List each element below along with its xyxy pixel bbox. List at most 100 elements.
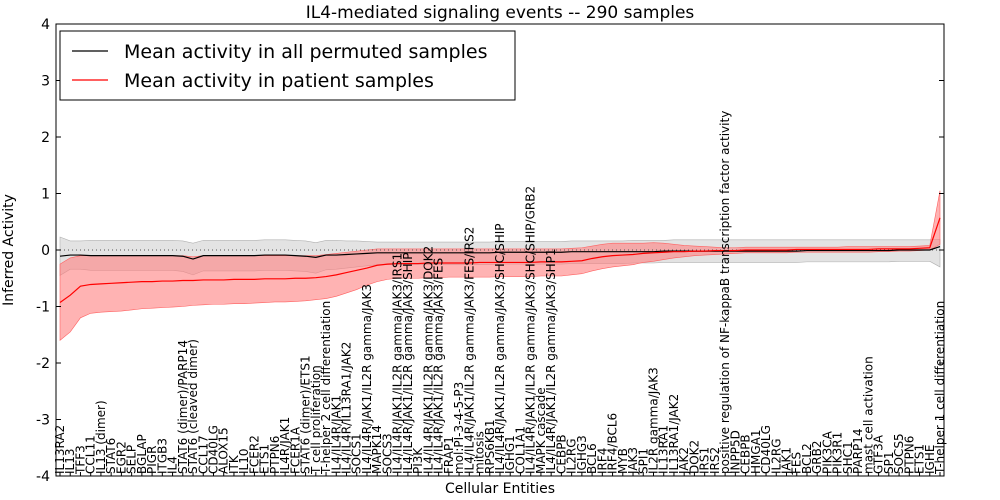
entity-label: JAK3 — [626, 447, 640, 475]
entity-label: PI3K — [411, 447, 425, 474]
y-tick-label: 1 — [41, 187, 50, 203]
legend-label-permuted: Mean activity in all permuted samples — [124, 41, 487, 63]
entity-label: positive regulation of NF-kappaB transcr… — [718, 111, 732, 474]
x-axis-label: Cellular Entities — [445, 481, 555, 497]
entity-label: DOK2 — [687, 440, 701, 474]
entity-label: IL13 (dimer) — [94, 400, 108, 474]
entity-label: IL4/IL4R/JAK1/IL2R gamma/JAK3/FES/IRS2 — [462, 227, 476, 474]
legend-box — [59, 30, 516, 101]
entity-label: IL2RG — [565, 439, 579, 475]
entity-label: FCER1A — [288, 426, 302, 474]
entity-label: IL4/IL4R/JAK1 — [329, 395, 343, 474]
entity-label: IL4/IL4R/JAK1/IL2R gamma/JAK3/SHP1 — [544, 248, 558, 474]
entity-label: mol:PI-3-4-5-P3 — [452, 382, 466, 474]
entity-label: IRF4/BCL6 — [606, 413, 620, 474]
entity-label: IL10 — [237, 449, 251, 475]
entity-label: FRAP1 — [442, 436, 456, 474]
y-tick-label: -4 — [36, 469, 50, 485]
entity-label: T-helper 2 cell differentiation — [319, 301, 333, 475]
entity-label: IL4R/JAK1 — [278, 417, 292, 474]
entity-label: ETS1 — [913, 444, 927, 474]
entity-label: IL2RG — [769, 439, 783, 475]
entity-label: IGHG3 — [575, 435, 589, 474]
entity-label: CCL11 — [84, 435, 98, 474]
entity-label: IGHG1 — [503, 435, 517, 474]
entity-label: IRF4 — [595, 448, 609, 474]
entity-label: T cell proliferation — [309, 365, 323, 475]
patient-band — [59, 190, 941, 342]
entity-label: IL4 — [166, 456, 180, 474]
entity-label: SOCS3 — [380, 433, 394, 474]
entity-label: IRS1 — [698, 447, 712, 474]
entity-label: mast cell activation — [861, 356, 875, 474]
entity-label: CD40LG — [759, 425, 773, 474]
entity-label: IL4/IL4R/JAK1/IL2R gamma/JAK3/SHIP — [401, 253, 415, 474]
y-tick-label: -1 — [36, 300, 50, 316]
entity-label: IL13RA2 — [53, 425, 67, 474]
entity-label: TFF3 — [73, 445, 87, 475]
y-axis-label: Inferred Activity — [1, 194, 17, 306]
entity-label: PIGR — [145, 446, 159, 474]
entity-label: SHC1 — [841, 441, 855, 474]
entity-label: PIK3CA — [820, 430, 834, 474]
entity-label: ETS1 — [258, 444, 272, 474]
entity-label: IGHE — [923, 445, 937, 474]
entity-label: INPP5D — [728, 430, 742, 474]
entity-label: IL4/IL4R/JAK1/IL2R gamma/JAK3/SHC/SHIP/G… — [524, 186, 538, 474]
entity-label: SOCS1 — [350, 433, 364, 474]
entity-label: SOCS5 — [892, 433, 906, 474]
entity-label: CEBPB — [739, 434, 753, 474]
entity-label: EGR2 — [114, 441, 128, 474]
entity-label: BGLAP — [135, 434, 149, 474]
entity-label: IL4/IL4R/IL13RA1/JAK2 — [340, 342, 354, 474]
entity-label: STAT6 (dimer)/PARP14 — [176, 340, 190, 474]
entity-label: IL4/IL4R/JAK1/IL2R gamma/JAK3/DOK2 — [421, 246, 435, 474]
entity-label: ITGB3 — [155, 438, 169, 474]
y-tick-label: 3 — [41, 74, 50, 90]
entity-label: IL4/IL4R/JAK1/IL2R gamma/JAK3 — [360, 284, 374, 474]
entity-label: RPS6KB1 — [483, 419, 497, 474]
entity-label: IL13RA1/JAK2 — [667, 394, 681, 474]
entity-label: STAT6 (cleaved dimer) — [186, 339, 200, 474]
entity-label: JAK2 — [677, 447, 691, 475]
entity-label: FES — [790, 452, 804, 474]
entity-label: SPI1 — [636, 448, 650, 474]
legend-label-patient: Mean activity in patient samples — [124, 70, 434, 92]
y-tick-label: 2 — [41, 130, 50, 146]
entity-label: GRB2 — [810, 440, 824, 474]
entity-label: MAPK cascade — [534, 387, 548, 474]
entity-label: SP1 — [882, 452, 896, 475]
entity-label: MAPK14 — [370, 425, 384, 474]
entity-label: IL4/IL4R/JAK1/IL2R gamma/JAK3/SHC/SHIP — [493, 223, 507, 474]
y-tick-label: -2 — [36, 356, 50, 372]
permuted-mean-line — [59, 246, 941, 260]
entity-label: IL4/IL4R/JAK1/IL2R gamma/JAK3/IRS1 — [391, 253, 405, 474]
entity-label: mitosis — [473, 431, 487, 474]
entity-label: FCER2 — [247, 435, 261, 474]
entity-label: JAK1 — [780, 447, 794, 475]
entity-label: ALOX15 — [217, 427, 231, 474]
entity-label: T-helper 1 cell differentiation — [933, 301, 947, 475]
entity-label: STAT6 (dimer)/ETS1 — [299, 355, 313, 474]
entity-label: CD40LG — [206, 425, 220, 474]
entity-label: COL1A1 — [513, 426, 527, 474]
entity-label: IL13 — [63, 449, 77, 475]
entity-label: IL2R gamma/JAK3 — [646, 367, 660, 474]
entity-label: MYB — [616, 448, 630, 474]
chart-title: IL4-mediated signaling events -- 290 sam… — [306, 3, 695, 23]
entity-label: IL13RA1 — [657, 425, 671, 474]
y-tick-label: 4 — [41, 17, 50, 33]
entity-label: PARP14 — [851, 428, 865, 474]
entity-label: PTPN6 — [268, 436, 282, 474]
entity-label: PTPN6 — [902, 436, 916, 474]
plot-area — [56, 190, 944, 342]
entity-label: IRS2 — [708, 447, 722, 474]
entity-label: BCL6 — [585, 443, 599, 474]
entity-label: BCL2 — [800, 443, 814, 474]
y-axis-ticks: -4 -3 -2 -1 0 1 2 3 4 — [36, 17, 944, 485]
y-tick-label: 0 — [41, 243, 50, 259]
y-tick-label: -3 — [36, 413, 50, 429]
entity-label: PIK3R1 — [831, 432, 845, 474]
